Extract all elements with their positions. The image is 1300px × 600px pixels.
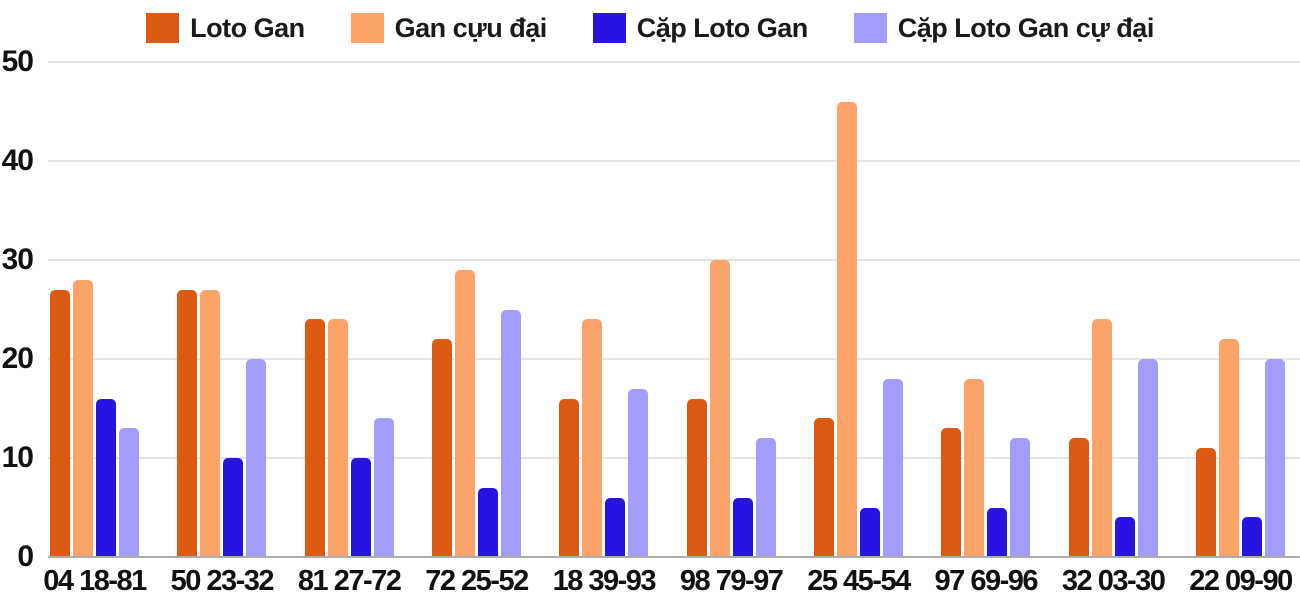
bar — [1091, 319, 1112, 557]
bar — [709, 260, 730, 557]
gridline — [48, 457, 1300, 459]
bar — [477, 487, 498, 557]
bar — [1068, 438, 1089, 557]
x-axis-category-label: 81 27-72 — [297, 565, 402, 597]
legend-item[interactable]: Cặp Loto Gan cự đại — [853, 12, 1155, 44]
gridline — [48, 61, 1300, 63]
bar — [859, 507, 880, 557]
bar — [96, 398, 116, 557]
y-axis-tick-label: 0 — [17, 540, 34, 573]
y-axis-tick-label: 40 — [1, 144, 34, 177]
legend: Loto Gan Gan cựu đại Cặp Loto Gan Cặp Loto … — [0, 8, 1300, 48]
legend-swatch-icon — [350, 13, 384, 43]
bar-group — [941, 62, 1031, 557]
gridline — [48, 160, 1300, 162]
legend-swatch-icon — [592, 13, 626, 43]
bar — [327, 319, 348, 557]
bar — [454, 269, 475, 557]
y-axis-tick-label: 50 — [1, 45, 34, 78]
bar-group — [177, 62, 267, 557]
x-axis-category-label: 50 23-32 — [170, 565, 275, 597]
bar — [431, 339, 452, 557]
legend-label: Cặp Loto Gan cự đại — [897, 12, 1155, 43]
bar-group — [813, 62, 903, 557]
x-axis-category-label: 18 39-93 — [552, 565, 657, 597]
legend-swatch-icon — [853, 13, 887, 43]
bar — [500, 309, 521, 557]
gridline — [48, 259, 1300, 261]
bar — [1114, 517, 1135, 557]
bar-group — [50, 62, 139, 557]
x-axis-baseline — [48, 556, 1300, 558]
legend-label: Gan cựu đại — [394, 12, 548, 43]
bar — [987, 507, 1008, 557]
bar — [882, 378, 903, 557]
bar — [686, 398, 707, 557]
x-axis-category-label: 97 69-96 — [934, 565, 1039, 597]
bar — [628, 388, 649, 557]
bar — [1218, 339, 1239, 557]
y-axis-tick-label: 20 — [1, 342, 34, 375]
bar-group — [1068, 62, 1158, 557]
bar-group — [431, 62, 521, 557]
x-axis-category-label: 98 79-97 — [679, 565, 784, 597]
x-axis-category-label: 04 18-81 — [43, 565, 147, 597]
bar — [350, 458, 371, 557]
bar — [1010, 438, 1031, 557]
legend-item[interactable]: Cặp Loto Gan — [592, 12, 809, 44]
bar — [941, 428, 962, 557]
legend-item[interactable]: Gan cựu đại — [350, 12, 548, 44]
bar-group — [559, 62, 649, 557]
bar — [732, 497, 753, 557]
bar — [1241, 517, 1262, 557]
x-axis-category-label: 25 45-54 — [807, 565, 911, 597]
x-axis-category-label: 72 25-52 — [425, 565, 529, 597]
bar — [1264, 359, 1285, 557]
bar-group — [1195, 62, 1285, 557]
bar — [559, 398, 580, 557]
gridline — [48, 358, 1300, 360]
bar — [605, 497, 626, 557]
legend-label: Cặp Loto Gan — [636, 12, 809, 43]
bar — [836, 101, 857, 557]
bar — [200, 289, 221, 557]
bar — [582, 319, 603, 557]
bar — [177, 289, 198, 557]
x-axis-category-label: 32 03-30 — [1061, 565, 1166, 597]
bar — [373, 418, 394, 557]
bar — [119, 428, 139, 557]
bar-group — [304, 62, 394, 557]
y-axis-tick-label: 30 — [1, 243, 34, 276]
bar — [1137, 359, 1158, 557]
bar — [223, 458, 244, 557]
bar — [964, 378, 985, 557]
legend-item[interactable]: Loto Gan — [146, 12, 305, 44]
bar — [50, 289, 70, 557]
legend-label: Loto Gan — [190, 12, 305, 43]
y-axis-tick-label: 10 — [1, 441, 34, 474]
bar — [755, 438, 776, 557]
bar-group — [686, 62, 776, 557]
bar — [73, 279, 93, 557]
x-axis-category-label: 22 09-90 — [1189, 565, 1293, 597]
bar — [813, 418, 834, 557]
legend-swatch-icon — [146, 13, 180, 43]
bar — [1195, 448, 1216, 557]
bar — [246, 359, 267, 557]
bar — [304, 319, 325, 557]
